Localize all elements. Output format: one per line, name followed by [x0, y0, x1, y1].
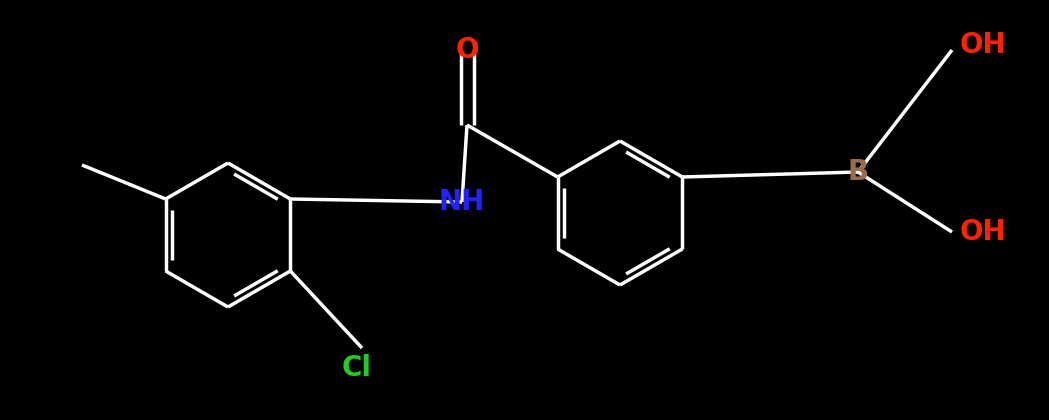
Text: O: O: [455, 36, 478, 64]
Text: OH: OH: [960, 218, 1007, 246]
Text: B: B: [848, 158, 869, 186]
Text: Cl: Cl: [342, 354, 372, 382]
Text: NH: NH: [438, 188, 485, 216]
Text: OH: OH: [960, 31, 1007, 59]
